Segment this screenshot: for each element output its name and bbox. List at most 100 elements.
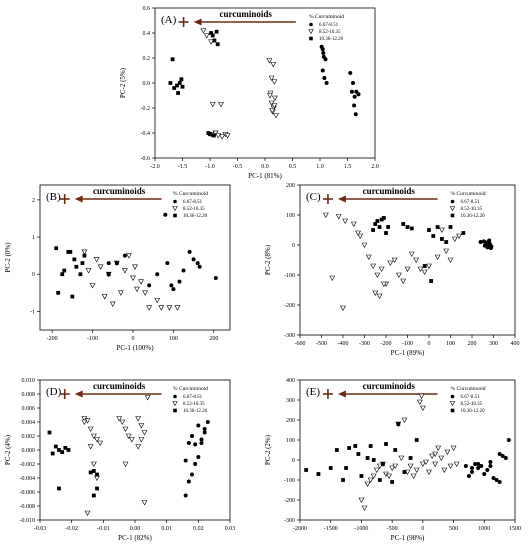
x-axis-label: PC-1 (100%): [116, 344, 154, 352]
data-point-circle: [470, 470, 474, 474]
y-tick-label: 0.0: [143, 81, 151, 87]
data-point-square: [422, 264, 427, 268]
data-point-circle: [348, 71, 353, 75]
legend-triangle-marker: [172, 401, 178, 407]
data-point-square: [172, 86, 177, 90]
y-tick-label: -1: [30, 309, 35, 315]
data-point-triangle: [387, 260, 394, 267]
data-point-square: [170, 57, 175, 62]
data-point-triangle: [116, 416, 123, 422]
legend-entry: 8.52-10.35: [461, 402, 483, 407]
data-point-circle: [482, 472, 487, 476]
y-tick-label: 0: [292, 243, 295, 249]
x-tick-label: -200: [47, 336, 58, 342]
data-point-square: [88, 470, 93, 475]
y-tick-label: -0.2: [141, 106, 151, 112]
x-axis-label: PC-1 (89%): [391, 349, 425, 357]
data-point-triangle: [146, 305, 153, 311]
data-point-triangle: [416, 399, 423, 406]
data-point-square: [82, 253, 87, 258]
data-point-triangle: [90, 461, 97, 468]
legend-circle-marker: [450, 394, 455, 399]
legend-square-marker: [450, 408, 455, 413]
data-point-square: [106, 272, 111, 277]
data-point-triangle: [361, 242, 368, 249]
y-tick-label: 0.2: [143, 56, 151, 62]
data-point-square: [212, 38, 217, 43]
data-point-square: [402, 470, 407, 474]
data-point-triangle: [401, 417, 408, 424]
data-point-triangle: [398, 455, 405, 462]
data-point-circle: [470, 466, 474, 470]
data-point-circle: [352, 94, 357, 99]
data-point-triangle: [426, 469, 432, 476]
data-point-square: [381, 216, 386, 220]
data-point-triangle: [174, 305, 181, 311]
x-tick-label: 100: [169, 336, 178, 342]
legend-entry: 8.52-10.35: [183, 207, 205, 212]
data-point-square: [316, 472, 321, 476]
data-point-circle: [485, 468, 490, 472]
data-point-circle: [155, 272, 160, 277]
y-tick-label: -0.008: [20, 504, 36, 510]
data-point-circle: [183, 458, 188, 463]
data-point-triangle: [438, 227, 445, 234]
x-tick-label: 0.00: [130, 526, 141, 532]
x-tick-label: 1500: [509, 526, 521, 532]
data-point-triangle: [126, 253, 132, 259]
data-point-triangle: [94, 437, 100, 443]
data-point-circle: [195, 261, 200, 266]
x-tick-label: 0.02: [193, 526, 204, 532]
curcuminoids-label: curcuminoids: [93, 186, 146, 196]
y-tick-label: 0: [32, 272, 35, 278]
data-point-triangle: [340, 305, 346, 312]
x-tick-label: -100: [87, 336, 98, 342]
data-point-triangle: [450, 445, 457, 452]
data-point-circle: [169, 283, 174, 288]
data-point-circle: [497, 480, 502, 484]
data-point-triangle: [418, 393, 425, 400]
legend-title: % Curcuminoid: [451, 386, 486, 392]
y-tick-label: 0.6: [143, 6, 151, 12]
data-point-circle: [353, 112, 358, 117]
data-point-circle: [320, 68, 325, 73]
y-axis-label: PC-2 (5%): [119, 67, 127, 98]
data-point-square: [461, 231, 466, 235]
panel-5: -2000 -1500 -1000 -500 0 500 1000 1500-300-200-…: [264, 378, 521, 542]
data-point-triangle: [132, 264, 138, 270]
data-point-circle: [177, 279, 182, 284]
data-point-triangle: [451, 236, 458, 243]
data-point-square: [80, 261, 85, 265]
data-point-circle: [494, 478, 499, 482]
y-tick-label: -300: [284, 518, 295, 524]
x-axis-label: PC-1 (82%): [118, 534, 152, 542]
data-point-triangle: [122, 461, 129, 468]
data-point-square: [435, 225, 440, 229]
x-tick-label: -2000: [293, 526, 307, 532]
data-point-square: [78, 272, 83, 277]
data-point-circle: [485, 245, 490, 250]
data-point-triangle: [391, 257, 398, 264]
data-point-square: [66, 250, 71, 254]
data-point-square: [53, 444, 58, 449]
data-point-square: [211, 133, 216, 138]
data-point-triangle: [90, 433, 97, 440]
data-point-square: [427, 228, 431, 232]
y-tick-label: -0.6: [141, 156, 151, 162]
data-point-square: [214, 29, 219, 34]
data-point-square: [210, 33, 215, 38]
legend-entry: 8.52-10.35: [319, 30, 341, 35]
data-point-circle: [191, 257, 196, 262]
y-tick-label: -0.006: [20, 490, 36, 496]
y-tick-label: 0.000: [22, 448, 36, 454]
legend-entry: 10.36-12.20: [183, 409, 208, 414]
arrow-head: [74, 195, 83, 203]
data-point-triangle: [322, 212, 329, 219]
plot-frame: [299, 184, 516, 336]
panel-2: -200 -100 0 100 200 -1 0 1 2 PC-1 (100%) PC-2 (0%)…: [4, 184, 231, 352]
y-tick-label: 0.002: [22, 434, 36, 440]
data-point-triangle: [370, 473, 377, 480]
panel-label: (E): [306, 386, 320, 398]
x-tick-label: 1.5: [344, 164, 352, 170]
